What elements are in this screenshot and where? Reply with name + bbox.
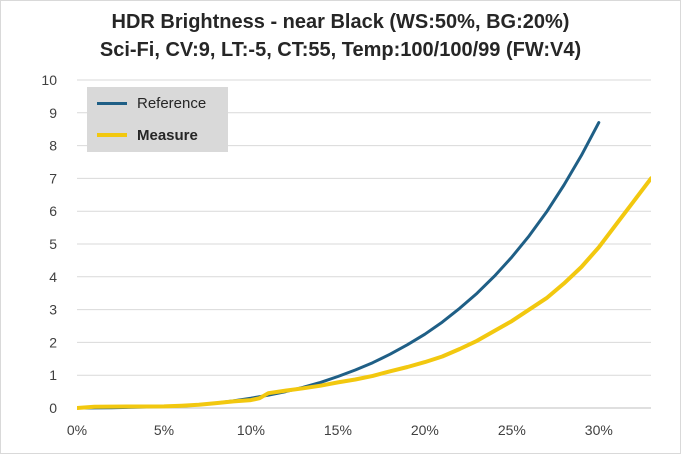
y-tick-label: 5 [49, 236, 57, 252]
chart-title: HDR Brightness - near Black (WS:50%, BG:… [0, 8, 681, 64]
x-tick-label: 30% [585, 422, 613, 438]
legend: Reference Measure [87, 87, 228, 152]
y-tick-label: 9 [49, 105, 57, 121]
legend-swatch-measure [97, 133, 127, 137]
legend-item-reference: Reference [97, 93, 206, 113]
x-tick-label: 0% [67, 422, 87, 438]
chart-title-line-1: HDR Brightness - near Black (WS:50%, BG:… [111, 11, 570, 33]
legend-item-measure: Measure [97, 125, 198, 145]
y-tick-label: 4 [49, 269, 57, 285]
y-tick-label: 6 [49, 203, 57, 219]
legend-label-measure: Measure [137, 126, 198, 144]
y-tick-label: 0 [49, 400, 57, 416]
x-tick-label: 5% [154, 422, 174, 438]
legend-swatch-reference [97, 101, 127, 105]
x-tick-label: 25% [498, 422, 526, 438]
y-tick-label: 8 [49, 138, 57, 154]
chart-title-line-2: Sci-Fi, CV:9, LT:-5, CT:55, Temp:100/100… [99, 39, 582, 61]
series-line-reference [77, 121, 601, 410]
x-tick-label: 20% [411, 422, 439, 438]
x-tick-label: 10% [237, 422, 265, 438]
y-tick-label: 10 [41, 72, 57, 88]
y-tick-label: 2 [49, 334, 57, 350]
y-tick-label: 3 [49, 302, 57, 318]
y-tick-label: 7 [49, 170, 57, 186]
y-tick-label: 1 [49, 367, 57, 383]
legend-label-reference: Reference [137, 94, 207, 112]
series-line-measure [77, 176, 651, 410]
x-tick-label: 15% [324, 422, 352, 438]
